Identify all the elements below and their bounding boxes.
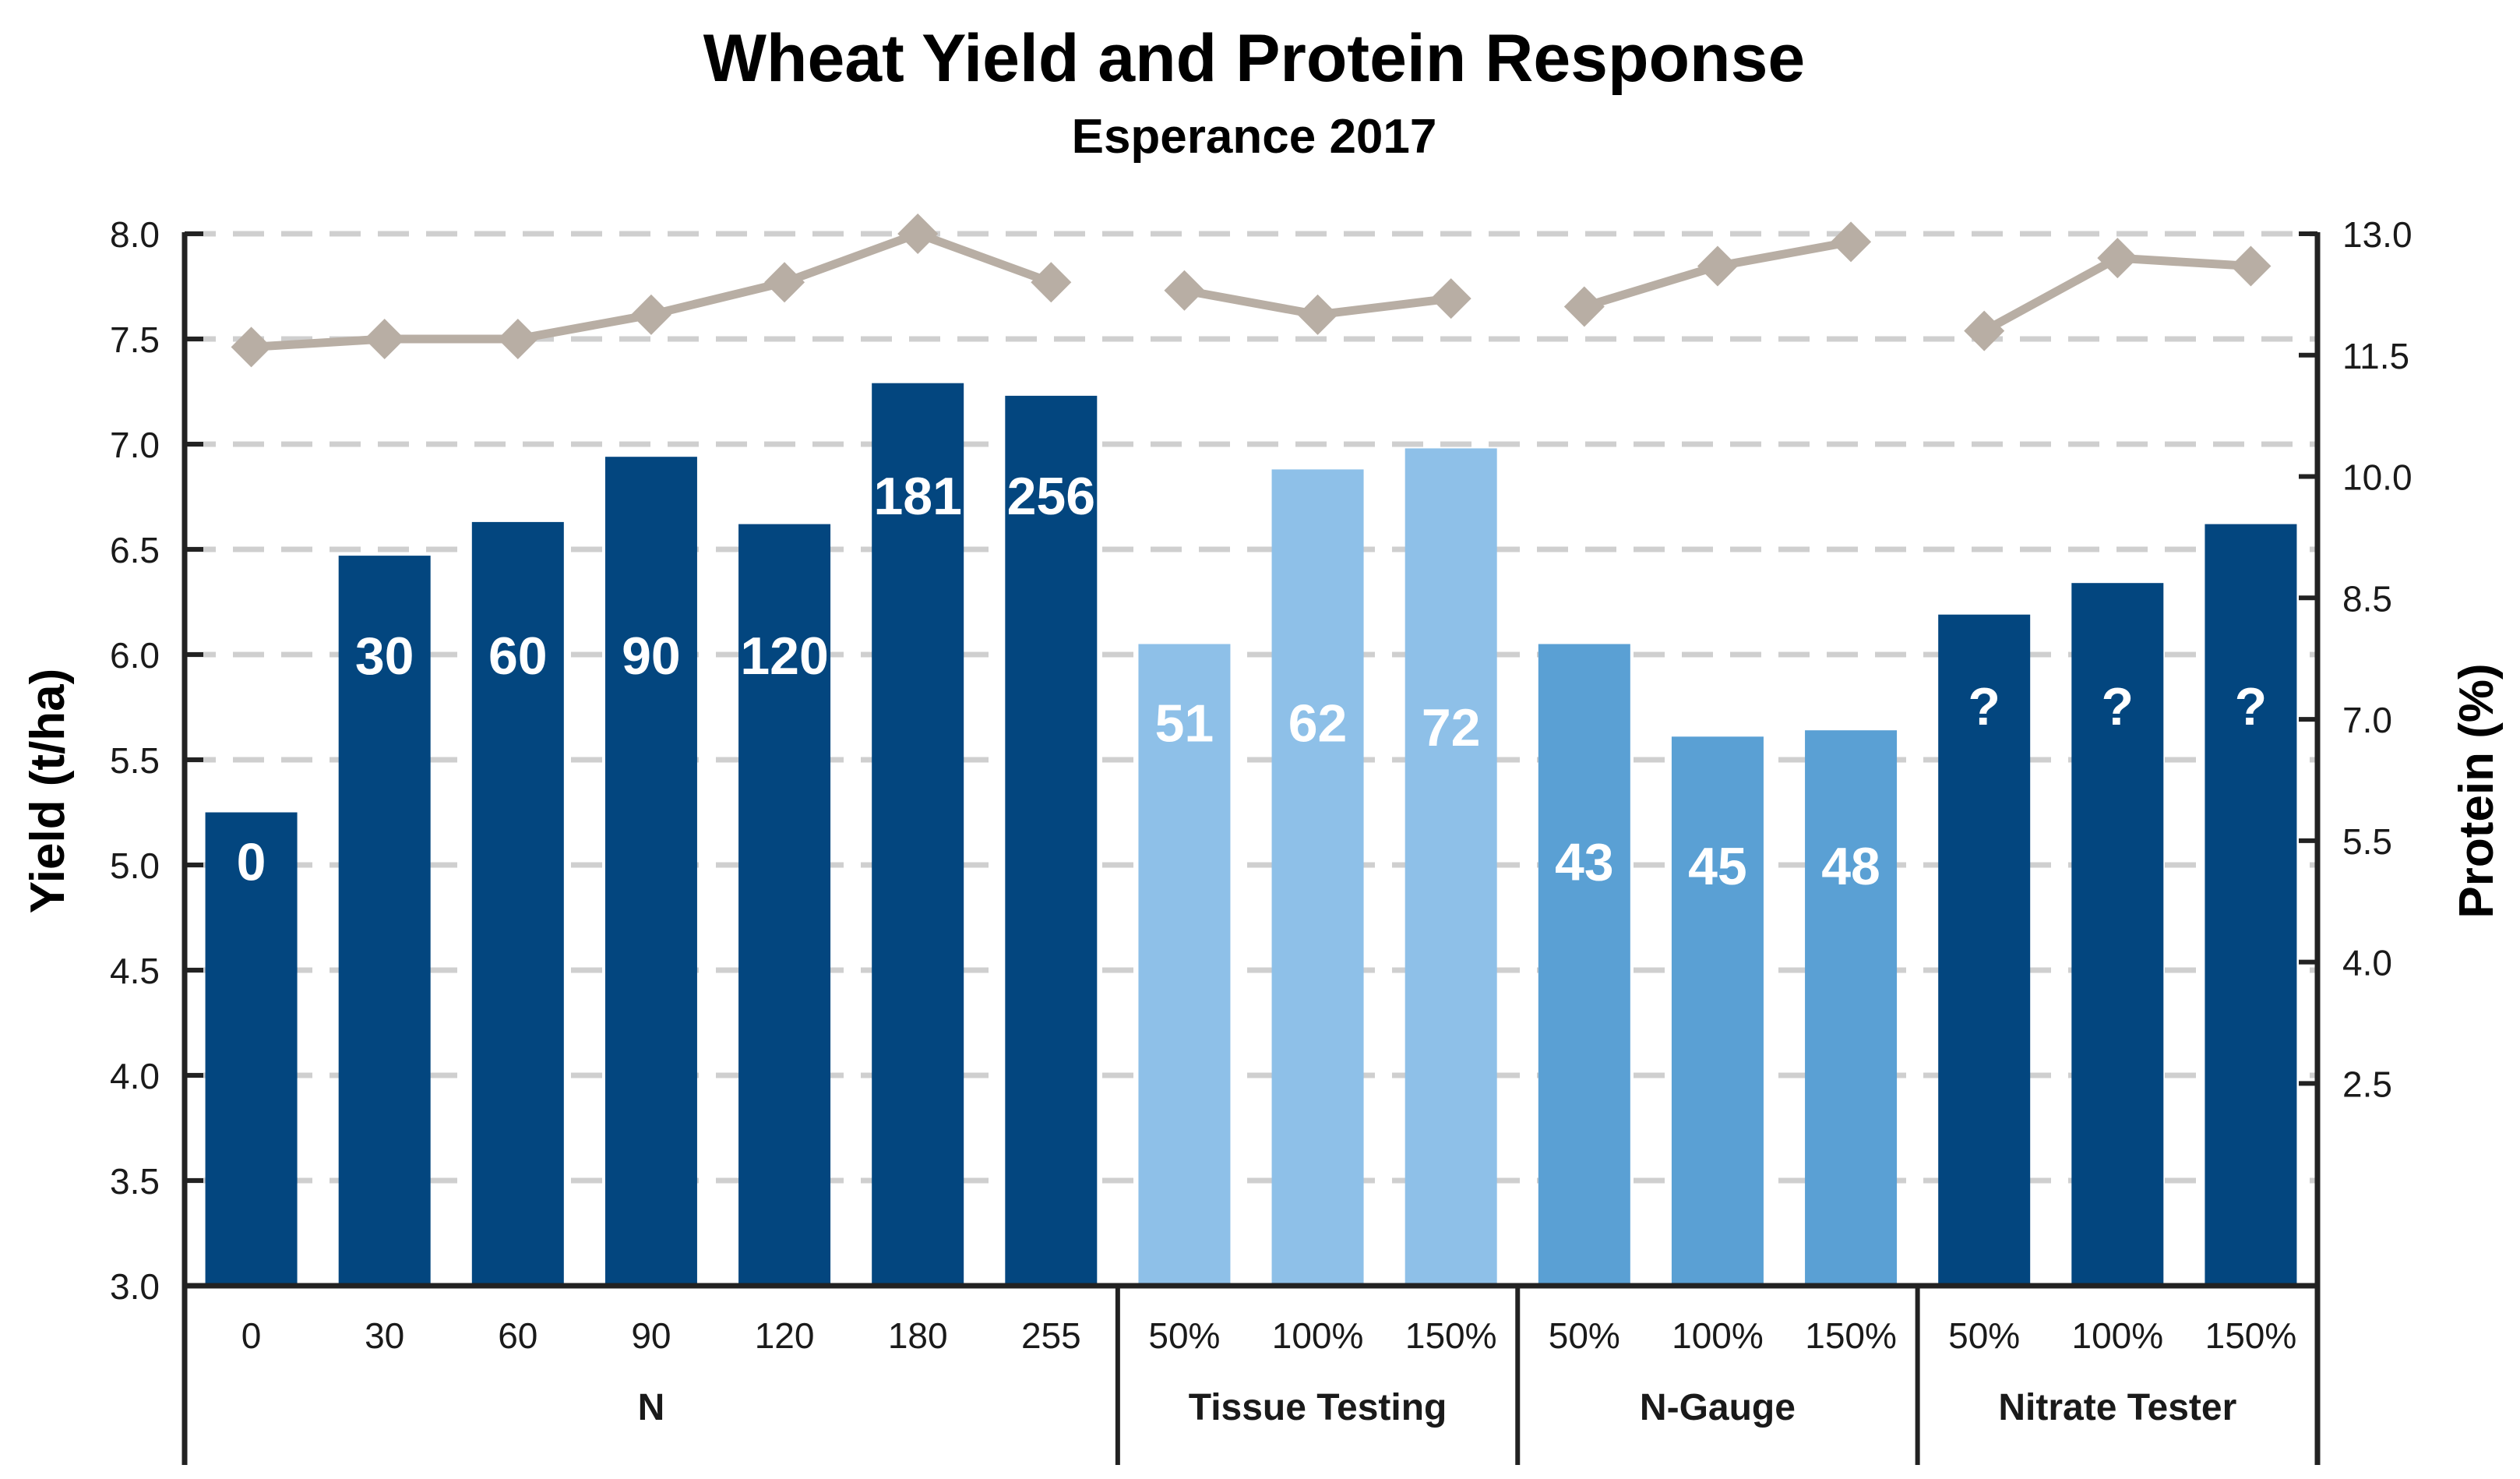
protein-point xyxy=(497,319,538,359)
x-group-label: Tissue Testing xyxy=(1189,1387,1447,1428)
bar xyxy=(338,556,431,1286)
tick-labels: 3.0 3.5 4.0 4.5 5.0 5.5 6.0 6.5 7.0 7.5 8.0 2.5 4.0 5… xyxy=(110,214,2412,1428)
bar xyxy=(205,812,298,1286)
bar-value-label: 256 xyxy=(1007,467,1095,526)
y-tick-label: 3.5 xyxy=(110,1161,160,1202)
x-category-label: 255 xyxy=(1021,1315,1081,1356)
bars: 0 30 60 90 120 181 256 51 62 72 43 45 48??? xyxy=(205,383,2297,1287)
x-category-label: 100% xyxy=(1272,1315,1364,1356)
protein-line xyxy=(231,214,2272,368)
x-category-label: 30 xyxy=(365,1315,404,1356)
y-tick-label: 7.5 xyxy=(110,319,160,360)
protein-point xyxy=(1964,310,2005,351)
bar xyxy=(604,457,697,1287)
bar-value-label: 51 xyxy=(1155,694,1214,753)
protein-point xyxy=(1164,270,1205,311)
bar xyxy=(1538,644,1630,1286)
protein-point xyxy=(630,294,671,335)
bar-value-label: 45 xyxy=(1688,837,1747,896)
y-tick-label: 5.0 xyxy=(110,845,160,886)
bar xyxy=(471,521,564,1286)
y-axis-title: Yield (t/ha) xyxy=(21,669,75,914)
x-category-label: 100% xyxy=(2071,1315,2163,1356)
y-tick-label: 6.0 xyxy=(110,635,160,676)
bar-value-label: 0 xyxy=(237,833,266,892)
x-category-label: 0 xyxy=(241,1315,262,1356)
protein-point xyxy=(897,214,939,254)
y2-tick-label: 5.5 xyxy=(2342,821,2392,862)
y-tick-label: 6.5 xyxy=(110,530,160,570)
bar xyxy=(872,383,964,1287)
x-group-label: N-Gauge xyxy=(1640,1387,1796,1428)
x-category-label: 60 xyxy=(498,1315,537,1356)
y2-tick-label: 11.5 xyxy=(2342,336,2409,376)
x-category-label: 150% xyxy=(1805,1315,1897,1356)
bar-value-label: 181 xyxy=(873,467,961,526)
bar-value-label: ? xyxy=(2102,677,2134,736)
y2-axis-title: Protein (%) xyxy=(2450,663,2504,918)
protein-point xyxy=(1031,262,1072,303)
bar-value-label: 30 xyxy=(355,627,414,686)
x-category-label: 120 xyxy=(755,1315,815,1356)
bar xyxy=(1938,614,2031,1286)
bar xyxy=(2205,524,2297,1286)
bar-value-label: ? xyxy=(2235,677,2268,736)
y2-tick-label: 8.5 xyxy=(2342,578,2392,619)
bar-value-label: 60 xyxy=(488,627,548,686)
protein-point xyxy=(2230,245,2272,287)
protein-point xyxy=(231,327,272,368)
bar-value-label: 43 xyxy=(1555,833,1614,892)
x-category-label: 50% xyxy=(1549,1315,1620,1356)
protein-point xyxy=(364,319,405,359)
y-tick-label: 4.5 xyxy=(110,951,160,991)
x-category-label: 90 xyxy=(631,1315,671,1356)
bar xyxy=(1138,644,1231,1286)
y2-tick-label: 2.5 xyxy=(2342,1064,2392,1104)
y-tick-label: 8.0 xyxy=(110,214,160,255)
y2-tick-label: 4.0 xyxy=(2342,943,2392,983)
y2-tick-label: 10.0 xyxy=(2342,457,2413,498)
chart-subtitle: Esperance 2017 xyxy=(1072,110,1437,164)
bar-value-label: 72 xyxy=(1422,698,1481,757)
bar-value-label: ? xyxy=(1968,677,2000,736)
y-tick-label: 7.0 xyxy=(110,425,160,465)
x-category-label: 50% xyxy=(1948,1315,2020,1356)
axes xyxy=(182,231,2321,1465)
y-tick-label: 5.5 xyxy=(110,740,160,781)
y2-tick-label: 7.0 xyxy=(2342,700,2392,740)
x-category-label: 150% xyxy=(1405,1315,1497,1356)
protein-point xyxy=(1697,245,1738,287)
x-category-label: 180 xyxy=(888,1315,948,1356)
x-category-label: 100% xyxy=(1672,1315,1764,1356)
x-group-label: Nitrate Tester xyxy=(1998,1387,2236,1428)
y-tick-label: 3.0 xyxy=(110,1266,160,1307)
bar xyxy=(1805,730,1898,1286)
chart-title: Wheat Yield and Protein Response xyxy=(703,21,1806,96)
bar xyxy=(1671,736,1764,1286)
bar-value-label: 90 xyxy=(622,627,681,686)
protein-point xyxy=(1563,286,1605,327)
bar xyxy=(1271,469,1364,1286)
bar-value-label: 62 xyxy=(1288,694,1348,753)
x-category-label: 150% xyxy=(2205,1315,2297,1356)
x-group-label: N xyxy=(638,1387,665,1428)
protein-point xyxy=(1430,278,1471,319)
bar xyxy=(738,524,831,1286)
protein-point xyxy=(1831,221,1872,263)
bar xyxy=(1005,395,1098,1286)
y-tick-label: 4.0 xyxy=(110,1056,160,1096)
bar-value-label: 120 xyxy=(740,627,828,686)
y2-tick-label: 13.0 xyxy=(2342,214,2413,255)
x-category-label: 50% xyxy=(1148,1315,1220,1356)
bar xyxy=(1405,448,1497,1286)
protein-point xyxy=(764,262,805,303)
bar-value-label: 48 xyxy=(1821,837,1880,896)
bar xyxy=(2071,583,2164,1286)
protein-point xyxy=(2097,238,2138,279)
protein-point xyxy=(1297,294,1338,335)
